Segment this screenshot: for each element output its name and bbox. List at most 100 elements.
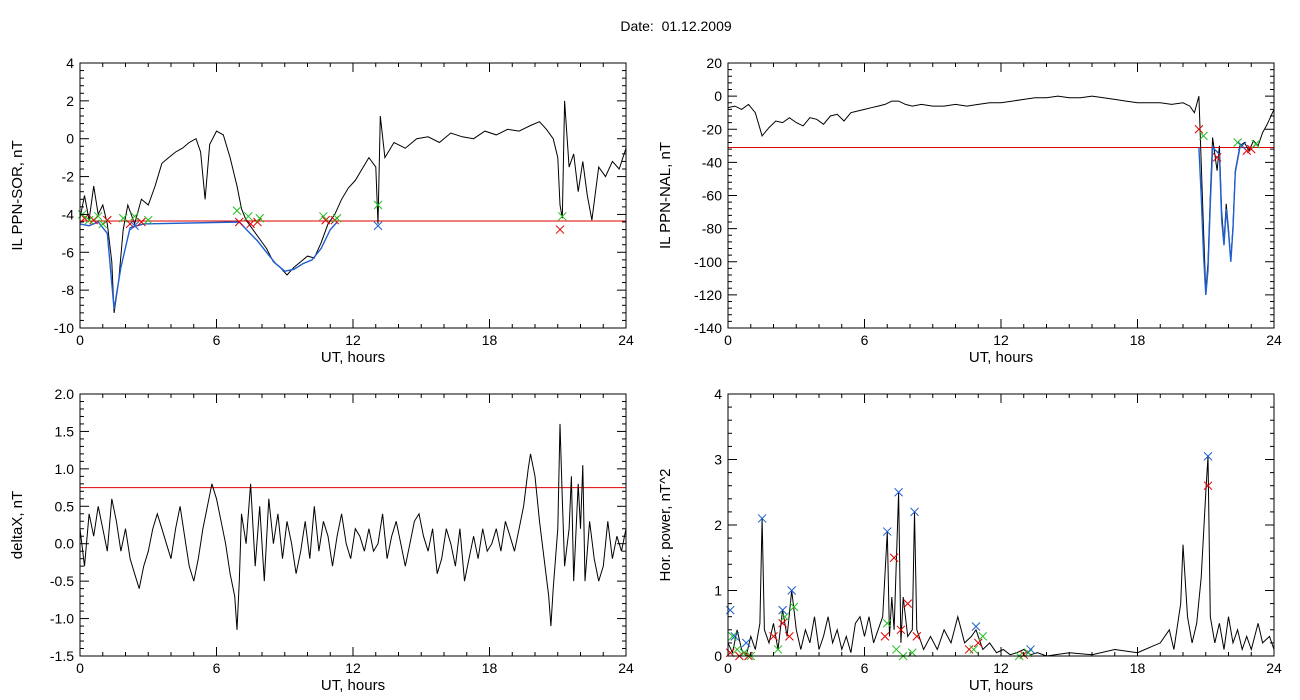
x-tick-label: 6 xyxy=(213,332,221,348)
y-tick-label: 1.0 xyxy=(55,461,75,477)
y-tick-label: -140 xyxy=(694,320,722,336)
marker-blue-x xyxy=(725,605,735,615)
x-tick-label: 12 xyxy=(993,332,1009,348)
marker-green-x xyxy=(118,213,128,223)
x-tick-label: 12 xyxy=(993,660,1009,676)
marker-red-x xyxy=(1194,124,1204,134)
marker-blue-x xyxy=(741,638,751,648)
x-tick-label: 24 xyxy=(618,660,634,676)
marker-green-x xyxy=(255,213,265,223)
x-tick-label: 18 xyxy=(482,660,498,676)
series-trace-line xyxy=(80,423,626,630)
marker-blue-x xyxy=(787,586,797,595)
marker-red-x xyxy=(321,215,331,225)
x-tick-label: 24 xyxy=(1266,332,1282,348)
x-tick-label: 0 xyxy=(724,660,732,676)
y-tick-label: -1.0 xyxy=(50,611,74,627)
y-tick-label: -4 xyxy=(62,206,75,222)
x-tick-label: 0 xyxy=(724,332,732,348)
marker-red-x xyxy=(785,631,794,641)
y-tick-label: 2 xyxy=(714,517,722,533)
marker-red-x xyxy=(555,225,565,234)
marker-green-x xyxy=(93,211,103,221)
x-tick-label: 18 xyxy=(1130,332,1146,348)
page-title: Date: 01.12.2009 xyxy=(620,18,732,34)
marker-red-x xyxy=(769,631,778,641)
marker-green-x xyxy=(1199,131,1208,141)
x-tick-label: 18 xyxy=(1130,660,1146,676)
marker-blue-x xyxy=(757,514,767,523)
y-axis-label: IL PPN-NAL, nT xyxy=(657,142,674,249)
y-tick-label: -40 xyxy=(702,154,722,170)
marker-green-x xyxy=(84,215,94,225)
marker-red-x xyxy=(1203,481,1213,491)
series-trace-line xyxy=(728,95,1274,292)
x-axis-label: UT, hours xyxy=(321,677,385,694)
marker-red-x xyxy=(964,645,974,654)
marker-green-x xyxy=(882,618,892,628)
marker-green-x xyxy=(891,645,901,654)
y-tick-label: -8 xyxy=(62,282,75,298)
x-axis-label: UT, hours xyxy=(321,349,385,366)
y-tick-label: 3 xyxy=(714,452,722,468)
marker-blue-x xyxy=(778,605,787,615)
marker-red-x xyxy=(253,217,262,227)
y-tick-label: -100 xyxy=(694,254,722,270)
marker-blue-x xyxy=(971,622,981,631)
y-tick-label: 0 xyxy=(714,648,722,664)
y-axis-label: deltaX, nT xyxy=(9,491,26,559)
y-tick-label: -20 xyxy=(702,121,722,137)
y-tick-label: -1.5 xyxy=(50,648,74,664)
marker-red-x xyxy=(89,215,99,225)
marker-green-x xyxy=(332,213,342,223)
marker-green-x xyxy=(232,206,242,215)
y-tick-label: -80 xyxy=(702,221,722,237)
y-tick-label: 0 xyxy=(714,88,722,104)
y-tick-label: -120 xyxy=(694,287,722,303)
plot-frame xyxy=(79,62,627,329)
chart-il-ppn-nal: 0 6 12 18 24 -140 -120 -100 -80 -60 -40 -20 0 20 UT, h… xyxy=(657,55,1282,366)
y-tick-label: -0.5 xyxy=(50,573,74,589)
marker-red-x xyxy=(880,631,890,641)
marker-red-x xyxy=(102,215,112,225)
y-tick-label: 2.0 xyxy=(55,386,75,402)
marker-green-x xyxy=(978,631,988,641)
x-tick-label: 18 xyxy=(482,332,498,348)
marker-green-x xyxy=(373,200,383,210)
marker-red-x xyxy=(125,219,135,229)
y-tick-label: 4 xyxy=(714,386,722,402)
x-axis-label: UT, hours xyxy=(969,677,1033,694)
plot-frame xyxy=(727,393,1275,657)
marker-green-x xyxy=(319,211,328,221)
y-tick-label: 0 xyxy=(66,131,74,147)
y-tick-label: -60 xyxy=(702,188,722,204)
marker-red-x xyxy=(80,213,89,223)
y-tick-label: 2 xyxy=(66,93,74,109)
y-tick-label: 0.0 xyxy=(55,536,75,552)
y-tick-label: 20 xyxy=(706,55,722,71)
marker-red-x xyxy=(903,599,913,608)
marker-red-x xyxy=(973,638,983,648)
x-tick-label: 6 xyxy=(861,332,869,348)
marker-green-x xyxy=(1233,138,1242,147)
x-tick-label: 12 xyxy=(345,660,361,676)
marker-blue-x xyxy=(1237,141,1247,151)
marker-red-x xyxy=(246,219,255,229)
marker-red-x xyxy=(889,553,899,563)
series-trace-line xyxy=(80,100,626,313)
marker-red-x xyxy=(137,217,146,227)
series-highlight-line xyxy=(1198,145,1241,295)
marker-green-x xyxy=(739,648,749,658)
marker-green-x xyxy=(1251,139,1261,149)
x-axis-label: UT, hours xyxy=(969,349,1033,366)
marker-green-x xyxy=(130,211,139,221)
marker-green-x xyxy=(557,211,567,221)
series-trace-line xyxy=(728,456,1274,656)
y-tick-label: 4 xyxy=(66,55,74,71)
y-tick-label: 1.5 xyxy=(55,423,75,439)
plot-frame xyxy=(79,393,627,657)
chart-deltax: 0 6 12 18 24 -1.5 -1.0 -0.5 0.0 0.5 1.0 1.5 2.0 UT, h… xyxy=(9,386,634,694)
